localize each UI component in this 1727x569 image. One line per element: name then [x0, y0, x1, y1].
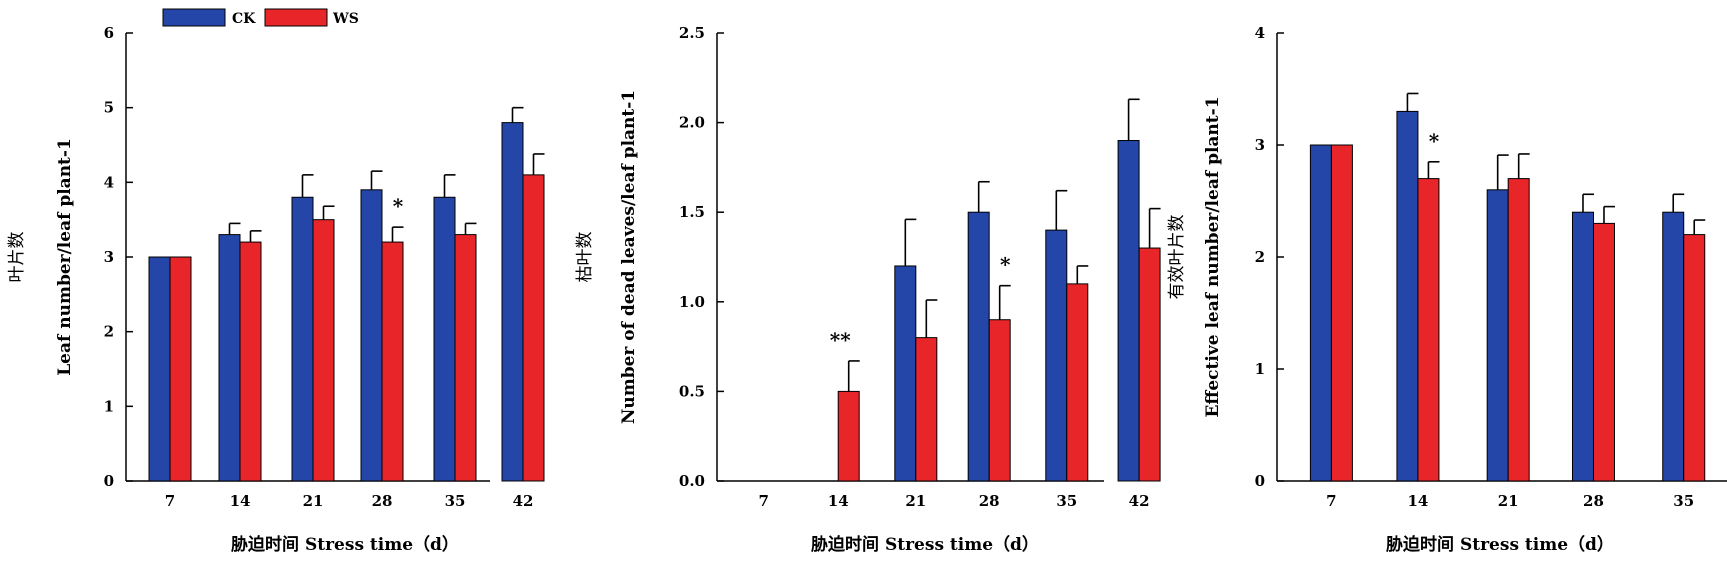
y-tick-label: 1 — [1255, 360, 1265, 378]
x-tick-label: 35 — [1056, 492, 1077, 510]
bar-ck-21 — [894, 265, 917, 482]
x-tick-label: 7 — [165, 492, 175, 510]
x-tick-label: 21 — [303, 492, 324, 510]
y-tick-label: 0.5 — [679, 382, 705, 400]
bar-ck-7 — [1309, 144, 1332, 482]
bar-ws-28 — [381, 241, 404, 482]
y-tick-label: 2 — [104, 323, 114, 341]
y-axis-title: Leaf number/leaf plant-1 — [55, 138, 75, 376]
bar-ws-14 — [1417, 178, 1440, 482]
bar-ws-42 — [522, 174, 545, 482]
legend: CK WS — [162, 8, 359, 27]
x-tick-label: 14 — [1407, 492, 1428, 510]
y-tick-label: 3 — [104, 248, 114, 266]
bar-ws-28 — [988, 319, 1011, 482]
bar-ck-7 — [148, 256, 171, 482]
bar-ws-7 — [169, 256, 192, 482]
significance-mark: ** — [830, 328, 851, 352]
y-tick-label: 2.0 — [679, 114, 705, 132]
x-tick-label: 7 — [1326, 492, 1336, 510]
x-tick-label: 7 — [759, 492, 769, 510]
x-tick-label: 35 — [445, 492, 466, 510]
chart-panel-dead-leaves: 0.0 0.5 1.0 1.5 2.0 2.5 7 14 ** 21 28 * 35 42 Number o… — [575, 24, 1161, 555]
legend-swatch-ck — [162, 8, 226, 27]
bar-ws-35 — [1066, 283, 1089, 482]
significance-mark: * — [1429, 129, 1440, 153]
bar-ck-35 — [1662, 211, 1685, 482]
x-tick-label: 21 — [905, 492, 926, 510]
bar-ck-28 — [360, 189, 383, 482]
bar-ck-42 — [501, 122, 524, 482]
y-tick-label: 0 — [104, 472, 114, 490]
y-tick-label: 4 — [104, 173, 114, 191]
x-axis-title: 胁迫时间 Stress time（d） — [811, 534, 1039, 555]
significance-mark: * — [393, 194, 404, 218]
bar-ws-21 — [312, 219, 335, 482]
x-axis-title: 胁迫时间 Stress time（d） — [1386, 534, 1614, 555]
chart-panel-leaf-number: 0 1 2 3 4 5 6 7 14 21 28 * 35 42 Leaf number/leaf plan… — [7, 24, 545, 555]
bar-ck-21 — [1486, 189, 1509, 482]
bar-ck-14 — [218, 234, 241, 482]
y-tick-label: 5 — [104, 99, 114, 117]
y-tick-label: 4 — [1255, 24, 1265, 42]
bar-ws-42 — [1138, 247, 1161, 482]
bar-ck-42 — [1117, 140, 1140, 482]
y-tick-label: 2 — [1255, 248, 1265, 266]
bar-ck-28 — [967, 211, 990, 482]
bar-ws-21 — [1507, 178, 1530, 482]
y-tick-label: 6 — [104, 24, 114, 42]
y-axis-title-cn: 有效叶片数 — [1167, 215, 1187, 300]
bar-ws-21 — [915, 337, 938, 482]
legend-label-ck: CK — [232, 11, 256, 27]
bar-ck-14 — [1396, 110, 1419, 482]
y-axis-title-cn: 叶片数 — [7, 232, 27, 283]
y-tick-label: 1.5 — [679, 203, 705, 221]
x-tick-label: 28 — [1583, 492, 1604, 510]
x-tick-label: 14 — [230, 492, 251, 510]
bar-ws-7 — [1330, 144, 1353, 482]
x-tick-label: 42 — [1129, 492, 1150, 510]
x-tick-label: 21 — [1498, 492, 1519, 510]
x-tick-label: 14 — [828, 492, 849, 510]
y-axis-title-cn: 枯叶数 — [575, 232, 595, 283]
y-tick-label: 1 — [104, 397, 114, 415]
y-axis-title: Effective leaf number/leaf plant-1 — [1203, 96, 1223, 417]
x-tick-label: 42 — [513, 492, 534, 510]
legend-swatch-ws — [264, 8, 328, 27]
bar-ck-35 — [433, 196, 456, 482]
legend-label-ws: WS — [332, 11, 359, 27]
bar-ck-21 — [291, 196, 314, 482]
y-tick-label: 0 — [1255, 472, 1265, 490]
bar-ws-14 — [239, 241, 262, 482]
y-tick-label: 1.0 — [679, 293, 705, 311]
y-tick-label: 2.5 — [679, 24, 705, 42]
bar-ws-35 — [454, 234, 477, 482]
bar-ws-28 — [1592, 222, 1615, 482]
bar-ws-14 — [837, 390, 860, 482]
y-tick-label: 0.0 — [679, 472, 705, 490]
bar-ck-28 — [1571, 211, 1594, 482]
significance-mark: * — [1000, 253, 1011, 277]
bar-ck-35 — [1045, 229, 1068, 482]
bar-ws-35 — [1683, 234, 1706, 482]
x-tick-label: 35 — [1673, 492, 1694, 510]
x-tick-label: 28 — [979, 492, 1000, 510]
y-axis-title: Number of dead leaves/leaf plant-1 — [619, 90, 639, 424]
x-tick-label: 28 — [372, 492, 393, 510]
x-axis-title: 胁迫时间 Stress time（d） — [231, 534, 459, 555]
y-tick-label: 3 — [1255, 136, 1265, 154]
